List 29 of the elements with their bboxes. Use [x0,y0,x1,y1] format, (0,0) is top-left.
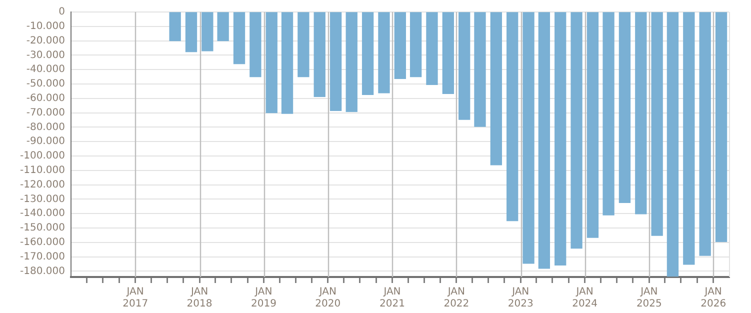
x-tick-label: JAN 2022 [444,286,470,310]
y-tick-label: -150.000 [20,222,65,234]
y-tick-label: -120.000 [20,179,65,190]
y-tick-label: -90.000 [26,136,65,148]
y-tick-label: -110.000 [20,165,65,176]
y-tick-label: -180.000 [20,266,65,277]
x-tick-label: JAN 2021 [380,286,405,310]
y-tick-label: -130.000 [20,194,65,205]
y-tick-label: -60.000 [26,93,65,104]
x-tick-label: JAN 2017 [122,286,148,310]
x-tick-label: JAN 2019 [250,286,276,310]
y-tick-label: 0 [58,6,65,18]
y-tick-label: -40.000 [26,64,65,76]
y-tick-label: -160.000 [20,237,65,248]
x-tick-label: JAN 2026 [700,286,726,310]
y-tick-label: -20.000 [26,35,65,46]
y-tick-label: -170.000 [20,251,65,262]
x-tick-label: JAN 2024 [572,286,598,310]
y-tick-label: -80.000 [26,122,65,133]
y-tick-label: -140.000 [20,208,65,220]
x-tick-label: JAN 2023 [508,286,534,310]
x-tick-label: JAN 2020 [315,286,341,310]
x-tick-label: JAN 2025 [636,286,662,310]
y-tick-label: -100.000 [20,150,65,162]
y-tick-label: -10.000 [26,20,65,32]
x-tick-label: JAN 2018 [186,286,212,310]
y-tick-label: -70.000 [26,107,65,118]
y-tick-label: -30.000 [26,50,65,61]
y-tick-label: -50.000 [26,78,65,90]
